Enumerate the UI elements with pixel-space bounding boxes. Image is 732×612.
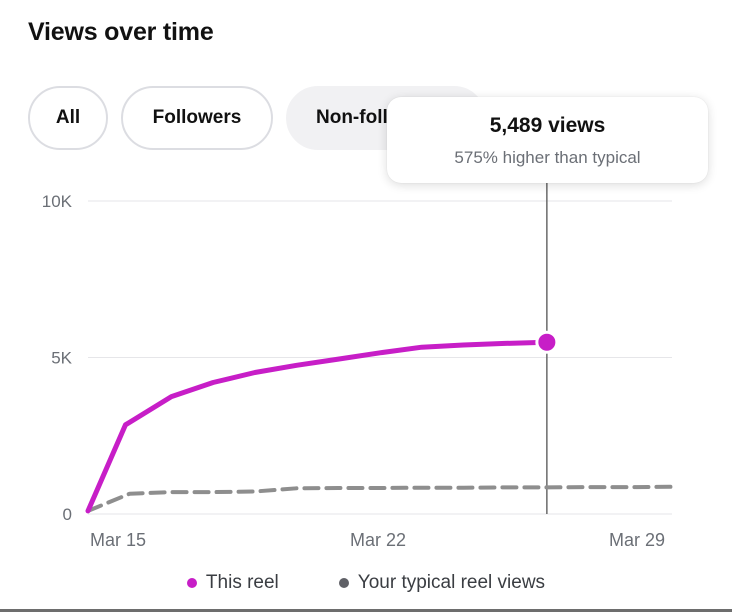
series-line-this-reel (85, 339, 550, 514)
legend-label-this-reel: This reel (205, 572, 279, 593)
legend-item-this-reel: This reel (186, 572, 279, 594)
filter-all-button[interactable]: All (28, 86, 108, 150)
bottom-divider (0, 609, 732, 612)
highlight-point (535, 330, 559, 354)
tooltip-subtitle: 575% higher than typical (454, 148, 641, 167)
y-tick-label: 10K (42, 192, 73, 211)
legend-swatch-typical (338, 578, 349, 588)
series-line-typical (86, 484, 674, 513)
page-title: Views over time (28, 18, 214, 46)
y-tick-label: 5K (51, 349, 72, 368)
chart-legend: This reel Your typical reel views (0, 572, 732, 594)
data-tooltip: 5,489 views 575% higher than typical (387, 97, 708, 183)
x-tick-label: Mar 15 (90, 530, 146, 550)
filter-followers-button[interactable]: Followers (121, 86, 273, 150)
legend-swatch-this-reel (186, 578, 197, 588)
x-tick-label: Mar 22 (350, 530, 406, 550)
y-tick-label: 0 (63, 505, 72, 524)
views-line-chart[interactable]: 0 5K 10K Mar 15 Mar 22 Mar 29 (0, 0, 732, 560)
legend-label-typical: Your typical reel views (357, 572, 546, 593)
tooltip-value: 5,489 views (489, 114, 606, 137)
x-tick-label: Mar 29 (609, 530, 665, 550)
legend-item-typical: Your typical reel views (338, 572, 546, 594)
